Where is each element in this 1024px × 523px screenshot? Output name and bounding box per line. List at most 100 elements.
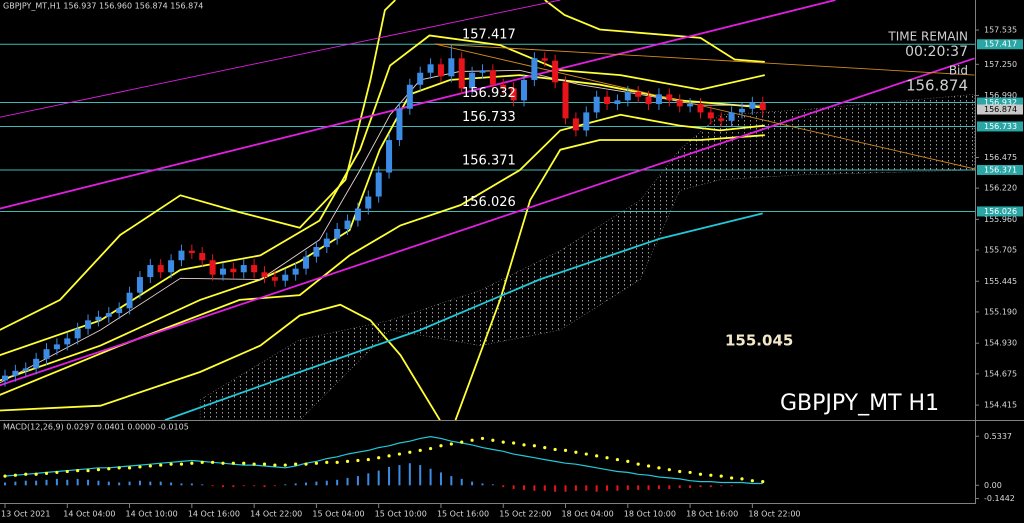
candle-body bbox=[105, 313, 112, 317]
signal-dot bbox=[543, 446, 547, 450]
macd-histogram-bar bbox=[439, 472, 442, 486]
signal-dot bbox=[636, 462, 640, 466]
axes: 157.535 157.250 156.990 156.475 156.220 155.9… bbox=[1, 26, 1023, 519]
candle-body bbox=[74, 328, 81, 339]
x-tick-label: 13 Oct 2021 bbox=[1, 510, 50, 519]
signal-dot bbox=[553, 447, 557, 452]
macd-histogram-bar bbox=[554, 485, 557, 492]
candle-body bbox=[396, 108, 403, 141]
y-tick-label: 154.415 bbox=[984, 401, 1017, 410]
macd-histogram-bar bbox=[616, 485, 619, 491]
candle-body bbox=[614, 100, 621, 104]
candle-body bbox=[572, 118, 579, 131]
signal-dot bbox=[76, 468, 80, 473]
x-tick-label: 15 Oct 22:00 bbox=[499, 510, 551, 519]
macd-histogram-bar bbox=[408, 463, 411, 486]
signal-dot bbox=[418, 448, 422, 452]
y-tick-label: 155.705 bbox=[984, 246, 1017, 255]
macd-histogram-bar bbox=[14, 481, 17, 486]
macd-header: MACD(12,26,9) 0.0297 0.0401 0.0000 -0.01… bbox=[3, 423, 189, 432]
macd-histogram-bar bbox=[699, 485, 702, 488]
macd-histogram-bar bbox=[512, 485, 515, 489]
candle-body bbox=[168, 260, 175, 273]
signal-dot bbox=[730, 476, 734, 480]
signal-dot bbox=[626, 459, 630, 464]
x-tick-label: 15 Oct 04:00 bbox=[312, 510, 364, 519]
signal-dot bbox=[740, 477, 744, 481]
candle-body bbox=[33, 358, 40, 369]
macd-histogram-bar bbox=[668, 485, 671, 489]
candle-body bbox=[323, 238, 330, 248]
indicator-line bbox=[0, 74, 765, 382]
signal-dot bbox=[44, 471, 49, 475]
macd-histogram-bar bbox=[720, 485, 723, 487]
signal-dot bbox=[34, 472, 38, 476]
candle-body bbox=[199, 253, 206, 261]
signal-dot bbox=[190, 461, 194, 465]
x-tick-label: 18 Oct 16:00 bbox=[686, 510, 738, 519]
candle-body bbox=[22, 368, 29, 371]
signal-dot bbox=[335, 460, 339, 464]
x-tick-label: 14 Oct 16:00 bbox=[188, 510, 240, 519]
macd-histogram-bar bbox=[294, 483, 297, 486]
signal-dot bbox=[584, 452, 588, 456]
y-tick-label: 154.675 bbox=[984, 369, 1017, 378]
level-marker bbox=[977, 164, 1023, 175]
signal-dot bbox=[377, 456, 381, 460]
candle-body bbox=[697, 103, 704, 113]
candle-body bbox=[230, 268, 237, 273]
candle-body bbox=[43, 349, 50, 359]
macd-histogram-bar bbox=[543, 485, 546, 491]
candle-body bbox=[707, 112, 714, 119]
candle-body bbox=[251, 265, 258, 273]
signal-dot bbox=[761, 480, 765, 484]
signal-dot bbox=[179, 462, 184, 466]
macd-histogram-bar bbox=[325, 480, 328, 486]
y-tick-label: 157.250 bbox=[984, 60, 1017, 69]
candle-body bbox=[375, 172, 382, 197]
candle-body bbox=[531, 58, 538, 80]
candle-body bbox=[521, 79, 527, 101]
x-tick-label: 14 Oct 22:00 bbox=[250, 510, 302, 519]
candle-body bbox=[552, 60, 559, 83]
signal-dot bbox=[657, 466, 661, 470]
candle-body bbox=[147, 265, 154, 278]
candle-body bbox=[448, 58, 455, 77]
macd-histogram-bar bbox=[730, 485, 733, 487]
macd-histogram-bar bbox=[24, 480, 27, 486]
signal-dot bbox=[221, 461, 225, 465]
indicator-line bbox=[0, 303, 441, 420]
indicator-line bbox=[0, 113, 765, 396]
candle-body bbox=[53, 344, 60, 350]
macd-plot bbox=[3, 435, 765, 492]
signal-dot bbox=[532, 444, 536, 448]
signal-dot bbox=[252, 462, 256, 466]
macd-histogram-bar bbox=[564, 485, 567, 492]
level-axis-label: 156.026 bbox=[984, 207, 1017, 216]
macd-histogram-bar bbox=[377, 470, 380, 486]
candle-body bbox=[2, 375, 8, 381]
macd-histogram-bar bbox=[190, 483, 193, 486]
signal-dot bbox=[304, 462, 308, 466]
signal-dot bbox=[563, 448, 568, 452]
y-tick-label: 156.475 bbox=[984, 153, 1017, 162]
chart-header: GBPJPY_MT,H1 156.937 156.960 156.874 156… bbox=[3, 2, 203, 11]
candle-body bbox=[469, 72, 476, 89]
level-marker bbox=[977, 206, 1023, 217]
candle-body bbox=[562, 82, 569, 119]
y-tick-label: 154.930 bbox=[984, 339, 1017, 348]
level-marker bbox=[977, 39, 1023, 50]
signal-dot bbox=[345, 459, 350, 464]
level-label: 156.932 bbox=[462, 86, 516, 101]
macd-histogram-bar bbox=[221, 485, 224, 488]
macd-histogram-bar bbox=[606, 485, 609, 491]
candle-body bbox=[489, 70, 496, 85]
signal-dot bbox=[13, 473, 17, 477]
signal-dot bbox=[231, 461, 235, 465]
macd-histogram-bar bbox=[180, 483, 183, 486]
signal-dot bbox=[3, 474, 7, 478]
candle-body bbox=[593, 96, 600, 113]
candle-body bbox=[178, 250, 185, 261]
signal-dot bbox=[470, 438, 474, 442]
